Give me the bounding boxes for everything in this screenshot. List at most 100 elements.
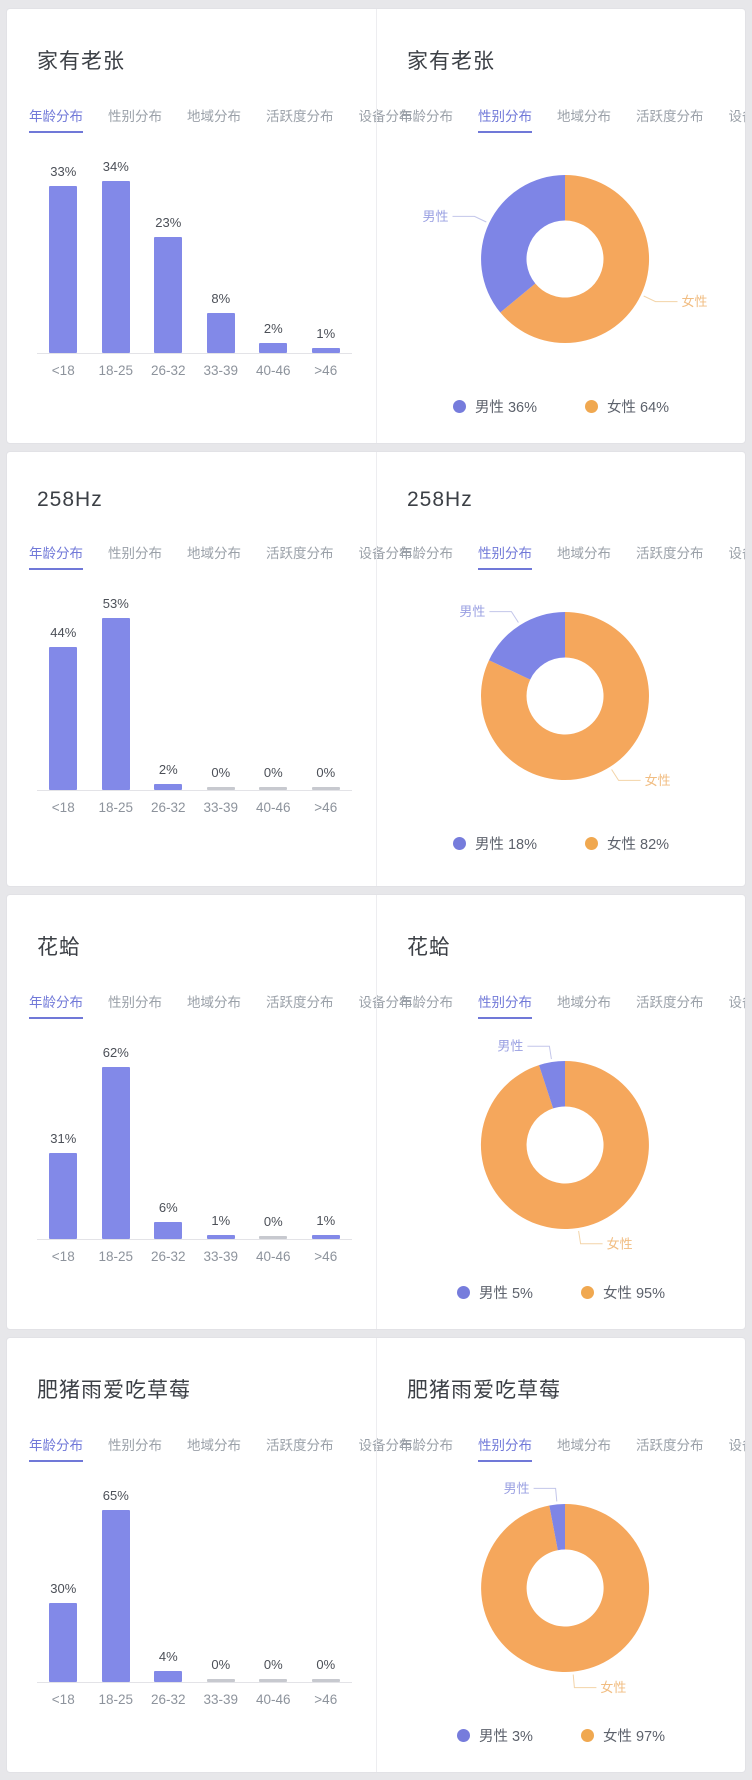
bar-value-label: 53% — [102, 596, 129, 611]
tab-region-distribution[interactable]: 地域分布 — [187, 1438, 241, 1453]
female-callout-line — [643, 295, 678, 303]
legend-item-female: 女性 97% — [580, 1725, 665, 1746]
tab-device-distribution[interactable]: 设备分布 — [358, 1438, 413, 1453]
bar-value-label: 2% — [263, 320, 283, 336]
female-slice — [480, 1061, 649, 1229]
tab-age-distribution[interactable]: 年龄分布 — [399, 1438, 453, 1453]
tab-activity-distribution[interactable]: 活跃度分布 — [266, 109, 334, 124]
tab-device-distribution[interactable]: 设备分布 — [358, 546, 413, 561]
age-category-label: >46 — [314, 1692, 338, 1707]
tab-activity-distribution[interactable]: 活跃度分布 — [636, 1438, 704, 1453]
age-bar — [259, 1679, 288, 1682]
legend-item-male: 男性 5% — [456, 1282, 533, 1303]
tab-activity-distribution[interactable]: 活跃度分布 — [636, 995, 704, 1010]
tab-gender-distribution[interactable]: 性别分布 — [478, 1434, 532, 1462]
bar-column: 2% — [142, 762, 195, 790]
tab-age-distribution[interactable]: 年龄分布 — [399, 546, 453, 561]
tab-age-distribution[interactable]: 年龄分布 — [29, 1434, 83, 1462]
tab-region-distribution[interactable]: 地域分布 — [557, 1438, 611, 1453]
account-title: 家有老张 — [407, 50, 495, 73]
age-category-label: 33-39 — [203, 800, 239, 815]
bar-column: 0% — [247, 1214, 300, 1239]
female-legend-dot-icon — [580, 1286, 594, 1299]
legend-item-female: 女性 64% — [585, 396, 669, 417]
age-category-label: 40-46 — [255, 1249, 291, 1264]
account-card: 258Hz 年龄分布 性别分布 地域分布 活跃度分布 设备分布 44% 53% 2% 0% 0%… — [6, 451, 746, 887]
tab-region-distribution[interactable]: 地域分布 — [187, 995, 241, 1010]
gender-legend: 男性 5% 女性 95% — [377, 1282, 745, 1303]
bar-value-label: 2% — [158, 761, 178, 777]
gender-donut-chart: 女性 男性 — [377, 1462, 745, 1719]
tab-age-distribution[interactable]: 年龄分布 — [29, 542, 83, 570]
bar-value-label: 4% — [158, 1649, 178, 1665]
female-slice — [480, 612, 649, 780]
tab-activity-distribution[interactable]: 活跃度分布 — [636, 109, 704, 124]
male-callout-line — [489, 611, 519, 623]
account-title: 花蛤 — [407, 936, 451, 959]
bar-column: 0% — [300, 765, 353, 790]
account-card: 花蛤 年龄分布 性别分布 地域分布 活跃度分布 设备分布 31% 62% 6% 1% 0% 1% … — [6, 894, 746, 1330]
tab-activity-distribution[interactable]: 活跃度分布 — [266, 995, 334, 1010]
bar-column: 31% — [37, 1131, 90, 1239]
tab-region-distribution[interactable]: 地域分布 — [187, 546, 241, 561]
tab-region-distribution[interactable]: 地域分布 — [557, 546, 611, 561]
account-title: 肥猪雨爱吃草莓 — [407, 1379, 561, 1402]
account-title: 258Hz — [407, 488, 473, 511]
tab-gender-distribution[interactable]: 性别分布 — [108, 1438, 162, 1453]
age-category-label: >46 — [314, 1249, 338, 1264]
age-bar — [206, 787, 235, 790]
tab-gender-distribution[interactable]: 性别分布 — [478, 105, 532, 133]
bar-column: 0% — [247, 1657, 300, 1682]
age-bar — [101, 1510, 130, 1682]
account-card: 家有老张 年龄分布 性别分布 地域分布 活跃度分布 设备分布 33% 34% 23% 8% 2%… — [6, 8, 746, 444]
age-category-label: 18-25 — [98, 363, 134, 378]
legend-item-female: 女性 95% — [580, 1282, 665, 1303]
tab-gender-distribution[interactable]: 性别分布 — [108, 995, 162, 1010]
gender-distribution-panel: 258Hz 年龄分布 性别分布 地域分布 活跃度分布 设备分布 女性 男性 男性 18% … — [376, 452, 745, 886]
female-callout-line — [578, 1230, 603, 1245]
tab-activity-distribution[interactable]: 活跃度分布 — [266, 546, 334, 561]
bar-column: 33% — [37, 164, 90, 353]
bar-value-label: 65% — [102, 1488, 129, 1503]
bar-value-label: 31% — [50, 1131, 77, 1146]
tab-age-distribution[interactable]: 年龄分布 — [29, 105, 83, 133]
age-category-label: <18 — [51, 363, 75, 378]
age-bar — [206, 1235, 235, 1239]
tab-gender-distribution[interactable]: 性别分布 — [108, 109, 162, 124]
male-slice — [549, 1504, 565, 1551]
tab-device-distribution[interactable]: 设备分布 — [358, 995, 413, 1010]
tab-age-distribution[interactable]: 年龄分布 — [399, 109, 453, 124]
female-legend-label: 女性 82% — [607, 837, 670, 853]
donut-svg: 女性 男性 — [422, 174, 708, 343]
tab-region-distribution[interactable]: 地域分布 — [557, 109, 611, 124]
tab-device-distribution[interactable]: 设备分布 — [358, 109, 413, 124]
tab-device-distribution[interactable]: 设备分布 — [728, 109, 746, 124]
age-bar — [101, 181, 130, 353]
tab-gender-distribution[interactable]: 性别分布 — [478, 991, 532, 1019]
age-bar — [206, 1679, 235, 1682]
female-callout-label: 女性 — [600, 1680, 626, 1695]
tab-activity-distribution[interactable]: 活跃度分布 — [636, 546, 704, 561]
age-category-label: 33-39 — [203, 1692, 239, 1707]
tab-gender-distribution[interactable]: 性别分布 — [108, 546, 162, 561]
tab-device-distribution[interactable]: 设备分布 — [728, 546, 746, 561]
tab-region-distribution[interactable]: 地域分布 — [557, 995, 611, 1010]
category-axis: <18 18-25 26-32 33-39 40-46 >46 — [37, 1249, 352, 1264]
age-bar — [49, 1153, 78, 1239]
bar-column: 0% — [247, 765, 300, 790]
tab-gender-distribution[interactable]: 性别分布 — [478, 542, 532, 570]
tab-device-distribution[interactable]: 设备分布 — [728, 995, 746, 1010]
tab-age-distribution[interactable]: 年龄分布 — [399, 995, 453, 1010]
age-bar — [101, 1067, 130, 1239]
male-callout-line — [452, 215, 487, 223]
age-bar-chart: 31% 62% 6% 1% 0% 1% <18 18-25 26-32 33-39 40-46 >4… — [37, 1039, 352, 1264]
bar-value-label: 30% — [50, 1580, 77, 1596]
tab-device-distribution[interactable]: 设备分布 — [728, 1438, 746, 1453]
tab-age-distribution[interactable]: 年龄分布 — [29, 991, 83, 1019]
account-card: 肥猪雨爱吃草莓 年龄分布 性别分布 地域分布 活跃度分布 设备分布 30% 65% 4% 0%… — [6, 1337, 746, 1773]
tab-region-distribution[interactable]: 地域分布 — [187, 109, 241, 124]
bar-column: 65% — [90, 1488, 143, 1682]
age-bar — [154, 1222, 183, 1239]
bar-column: 2% — [247, 321, 300, 353]
tab-activity-distribution[interactable]: 活跃度分布 — [266, 1438, 334, 1453]
